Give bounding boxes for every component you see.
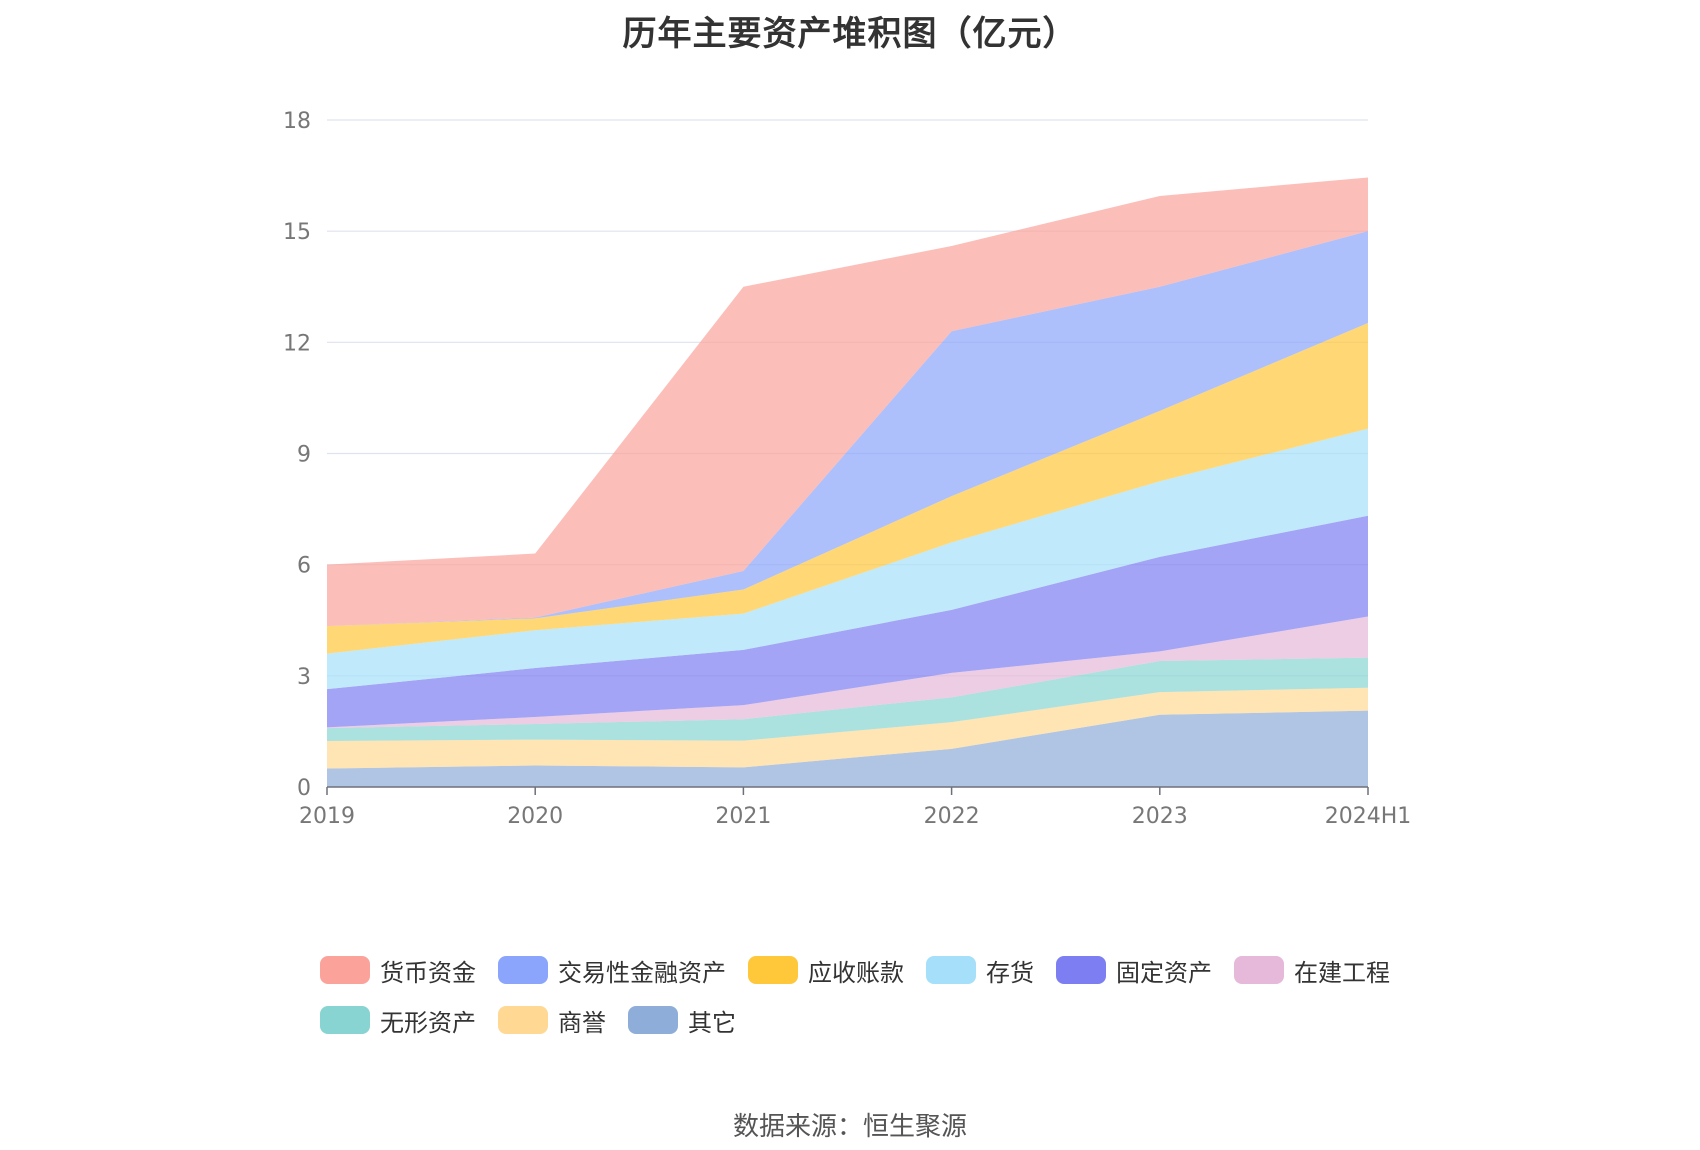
legend-label: 存货 — [986, 958, 1034, 987]
legend: 货币资金 交易性金融资产 应收账款 存货 固定资产 在建工程无形资产 商誉 其它 — [320, 955, 1440, 1055]
chart-title: 历年主要资产堆积图（亿元） — [622, 14, 1078, 54]
area-series-8 — [327, 177, 1368, 627]
area-series-3 — [327, 616, 1368, 729]
legend-swatch — [628, 1006, 678, 1034]
x-tick-label: 2022 — [924, 804, 980, 829]
legend-label: 交易性金融资产 — [558, 958, 726, 987]
y-tick-label: 0 — [297, 776, 311, 801]
y-tick-label: 3 — [297, 665, 311, 690]
x-tick-label: 2024H1 — [1325, 804, 1412, 829]
x-tick-label: 2020 — [507, 804, 563, 829]
legend-swatch — [1056, 956, 1106, 984]
legend-label: 应收账款 — [808, 958, 904, 987]
area-series-0 — [327, 710, 1368, 787]
y-tick-label: 18 — [283, 109, 311, 134]
legend-swatch — [320, 956, 370, 984]
legend-item[interactable]: 商誉 — [498, 1005, 606, 1037]
area-series-2 — [327, 657, 1368, 742]
legend-item[interactable]: 货币资金 — [320, 955, 476, 987]
y-tick-label: 15 — [283, 220, 311, 245]
legend-item[interactable]: 存货 — [926, 955, 1034, 987]
area-series-1 — [327, 687, 1368, 769]
legend-label: 其它 — [688, 1008, 736, 1037]
x-tick-label: 2019 — [299, 804, 355, 829]
y-tick-label: 9 — [297, 443, 311, 468]
area-series-7 — [327, 231, 1368, 627]
y-tick-label: 12 — [283, 331, 311, 356]
legend-swatch — [1234, 956, 1284, 984]
legend-item[interactable]: 交易性金融资产 — [498, 955, 726, 987]
y-tick-labels: 0 3 6 9 12 15 18 — [283, 109, 311, 801]
legend-item[interactable]: 其它 — [628, 1005, 736, 1037]
legend-swatch — [498, 956, 548, 984]
legend-swatch — [320, 1006, 370, 1034]
legend-swatch — [498, 1006, 548, 1034]
legend-item[interactable]: 在建工程 — [1234, 955, 1390, 987]
legend-swatch — [748, 956, 798, 984]
area-series-4 — [327, 515, 1368, 728]
area-series-layer — [327, 177, 1368, 787]
legend-item[interactable]: 无形资产 — [320, 1005, 476, 1037]
legend-items: 货币资金 交易性金融资产 应收账款 存货 固定资产 在建工程无形资产 商誉 其它 — [320, 955, 1440, 1055]
legend-label: 无形资产 — [380, 1008, 476, 1037]
x-tick-label: 2021 — [715, 804, 771, 829]
legend-label: 商誉 — [558, 1008, 606, 1037]
legend-item[interactable]: 应收账款 — [748, 955, 904, 987]
legend-item[interactable]: 固定资产 — [1056, 955, 1212, 987]
x-tick-label: 2023 — [1132, 804, 1188, 829]
legend-label: 在建工程 — [1294, 958, 1390, 987]
legend-label: 固定资产 — [1116, 958, 1212, 987]
legend-swatch — [926, 956, 976, 984]
area-series-5 — [327, 428, 1368, 690]
y-tick-label: 6 — [297, 554, 311, 579]
data-source-note: 数据来源：恒生聚源 — [732, 1112, 967, 1142]
axes — [326, 786, 1369, 795]
legend-label: 货币资金 — [380, 958, 476, 987]
x-tick-labels: 2019 2020 2021 2022 2023 2024H1 — [299, 804, 1411, 829]
